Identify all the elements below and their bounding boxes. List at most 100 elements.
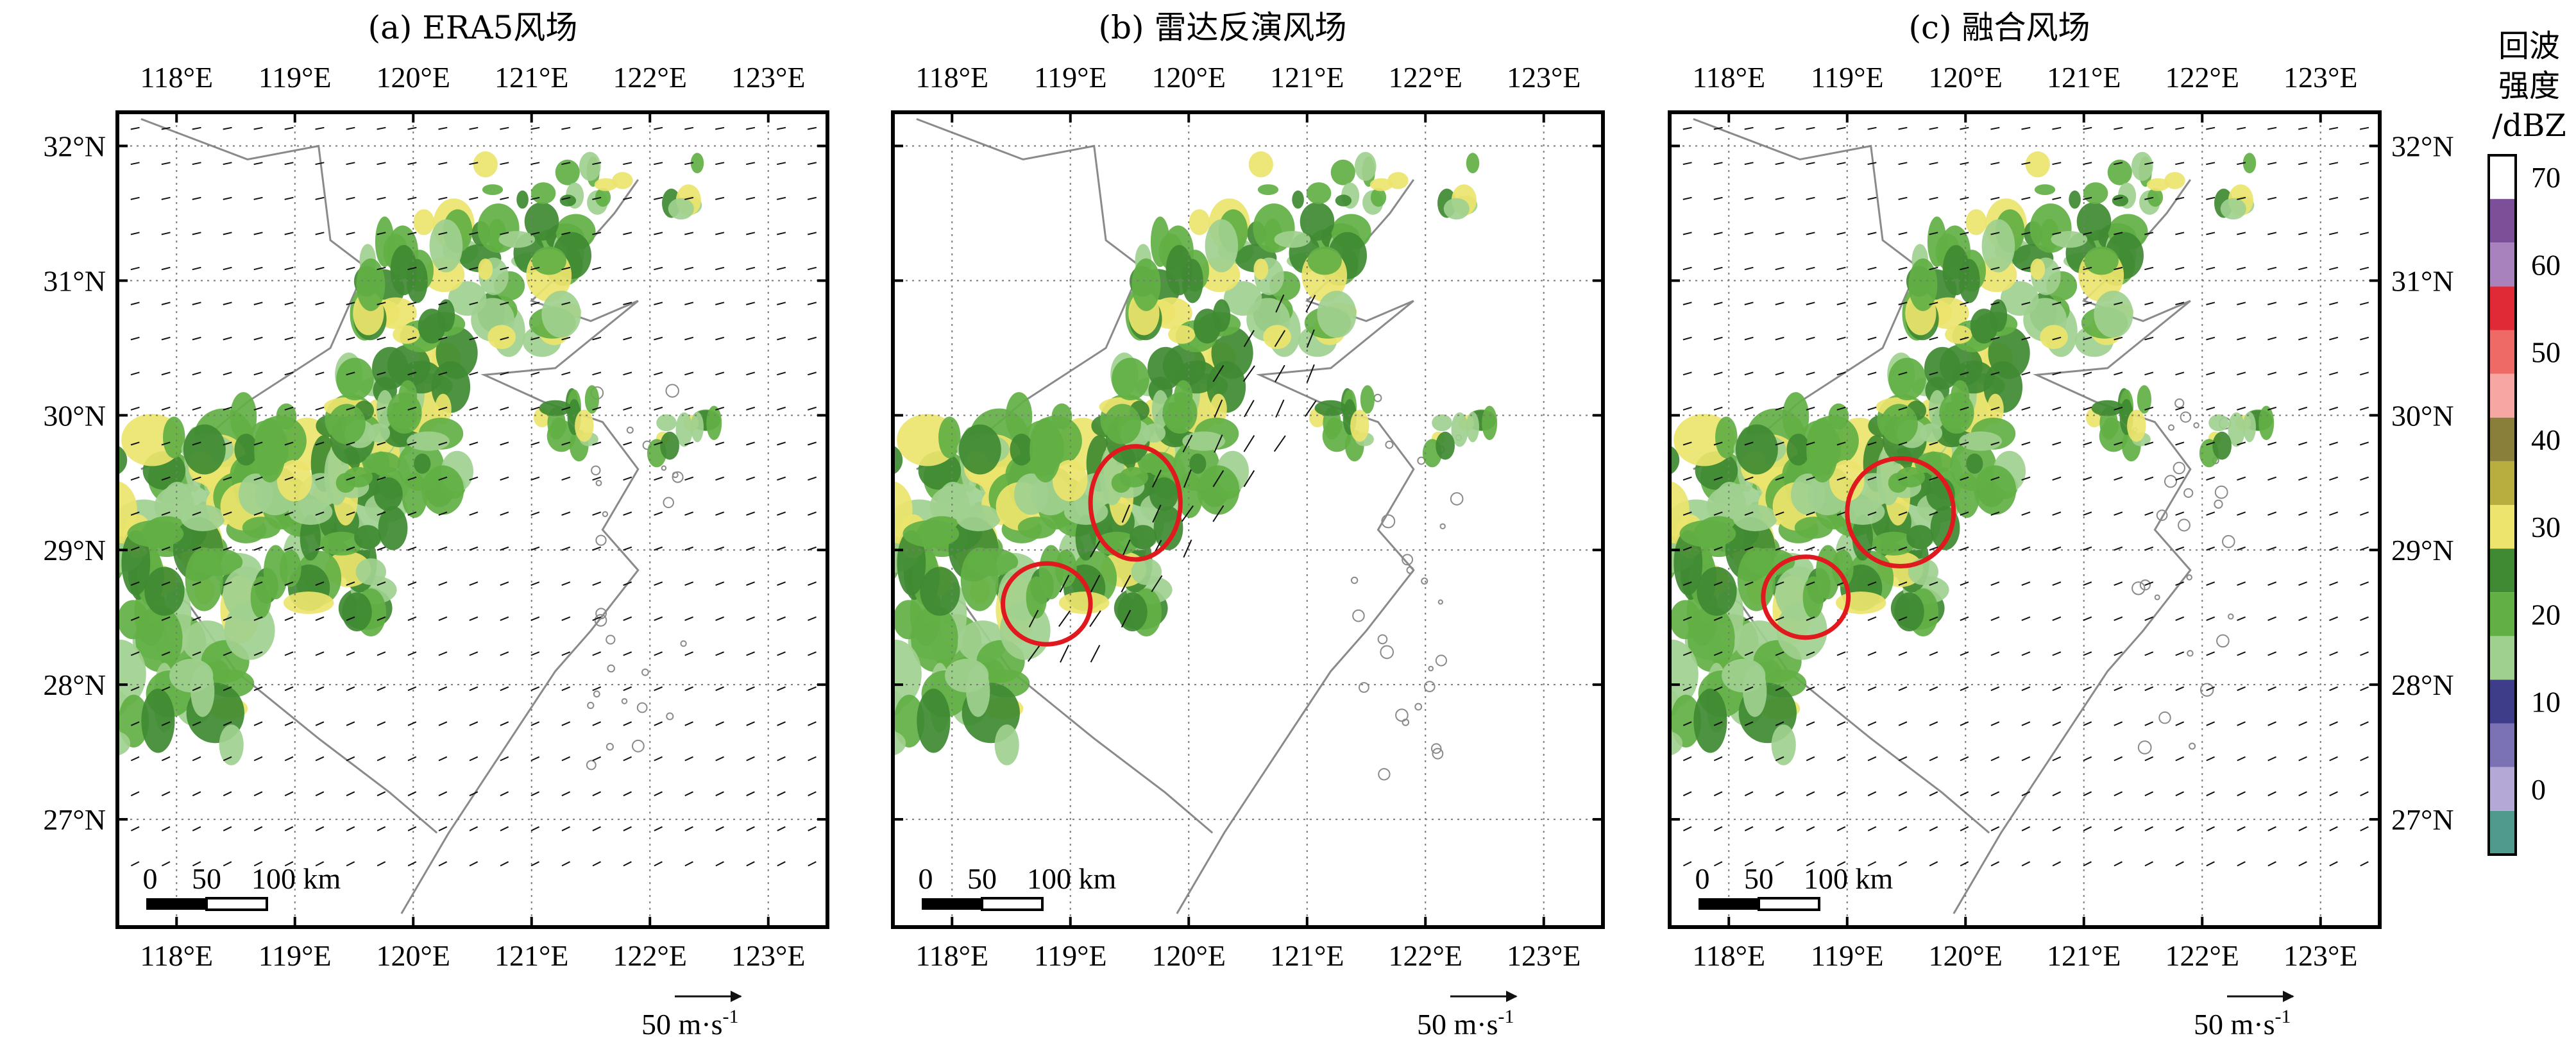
wind-arrow xyxy=(407,791,417,797)
wind-arrow xyxy=(1867,162,1877,166)
wind-arrow xyxy=(377,616,386,621)
wind-arrow xyxy=(2360,651,2369,656)
wind-arrow xyxy=(469,336,479,341)
wind-arrow xyxy=(1867,861,1877,867)
echo-cell xyxy=(393,325,420,344)
wind-arrow xyxy=(684,302,694,305)
wind-arrow xyxy=(530,336,540,341)
wind-arrow xyxy=(1929,826,1938,831)
wind-arrow xyxy=(1244,400,1255,418)
wind-arrow xyxy=(1744,511,1754,516)
wind-arrow xyxy=(715,791,724,797)
wind-arrow xyxy=(2360,756,2369,762)
wind-arrow xyxy=(530,476,540,481)
echo-cell xyxy=(559,194,577,207)
wind-arrow xyxy=(346,826,355,831)
echo-cell xyxy=(277,459,312,502)
wind-arrow xyxy=(1929,756,1938,762)
wind-arrow xyxy=(746,546,756,551)
wind-arrow xyxy=(192,302,201,305)
wind-arrow xyxy=(2114,441,2123,446)
wind-arrow xyxy=(1929,302,1938,305)
island xyxy=(2216,634,2230,648)
wind-arrow xyxy=(2021,476,2031,481)
wind-arrow xyxy=(777,756,786,762)
wind-arrow xyxy=(1867,581,1877,586)
wind-arrow xyxy=(2267,511,2277,516)
wind-arrow xyxy=(2329,651,2338,656)
wind-arrow xyxy=(808,861,817,867)
wind-arrow xyxy=(2021,232,2031,235)
echo-cell xyxy=(2147,188,2164,207)
island xyxy=(1450,492,1464,506)
wind-arrow xyxy=(1713,581,1723,586)
wind-arrow xyxy=(377,546,386,551)
wind-arrow xyxy=(1836,721,1846,726)
echo-cell xyxy=(1038,545,1063,600)
lon-label: 123°E xyxy=(731,61,806,94)
wind-arrow xyxy=(1806,336,1815,341)
wind-arrow xyxy=(2114,266,2123,271)
echo-cell xyxy=(1130,525,1157,550)
wind-arrow xyxy=(1713,791,1723,797)
colorbar-tick-label: 20 xyxy=(2531,598,2561,631)
wind-arrow xyxy=(2021,791,2031,797)
wind-arrow xyxy=(2267,861,2276,867)
echo-cell xyxy=(413,209,435,235)
wind-arrow xyxy=(1028,610,1039,628)
wind-arrow xyxy=(161,721,171,726)
reference-vector-label: 50 m·s-1 xyxy=(1417,1006,1514,1040)
wind-arrow xyxy=(284,336,294,341)
island xyxy=(1437,599,1443,605)
wind-arrow xyxy=(2360,861,2369,867)
echo-cell xyxy=(230,392,257,441)
wind-arrow xyxy=(315,651,325,656)
wind-arrow xyxy=(1243,435,1255,452)
echo-cell xyxy=(530,182,556,205)
colorbar-tick-label: 30 xyxy=(2531,511,2561,543)
echo-cell xyxy=(1697,567,1737,616)
wind-arrow xyxy=(2237,581,2246,586)
echo-cell xyxy=(242,516,281,539)
wind-arrow xyxy=(407,162,417,166)
wind-arrow xyxy=(1836,756,1846,762)
wind-arrow xyxy=(2267,826,2276,831)
echo-cell xyxy=(1326,417,1343,436)
wind-arrow xyxy=(2298,336,2308,341)
echo-cell xyxy=(2164,172,2185,189)
wind-arrow xyxy=(2175,686,2184,692)
wind-arrow xyxy=(2052,756,2062,762)
wind-arrow xyxy=(500,651,509,656)
wind-arrow xyxy=(253,371,263,376)
wind-arrow xyxy=(1151,470,1162,488)
echo-cell xyxy=(162,416,185,459)
wind-arrow xyxy=(130,196,140,200)
wind-arrow xyxy=(592,336,602,341)
wind-arrow xyxy=(530,371,540,376)
wind-arrow xyxy=(2175,756,2185,762)
wind-arrow xyxy=(561,406,571,411)
wind-arrow xyxy=(807,232,817,235)
wind-arrow xyxy=(2144,721,2154,726)
wind-arrow xyxy=(130,162,140,166)
wind-arrow xyxy=(592,651,602,656)
echo-cell xyxy=(893,731,906,756)
island xyxy=(1423,681,1436,692)
echo-cell xyxy=(994,724,1019,765)
wind-arrow xyxy=(284,441,294,446)
wind-arrow xyxy=(592,162,602,166)
wind-arrow xyxy=(2206,406,2216,411)
wind-arrow xyxy=(500,371,509,376)
wind-arrow xyxy=(2114,651,2123,656)
echo-cell xyxy=(1888,357,1926,400)
wind-arrow xyxy=(746,441,756,446)
wind-arrow xyxy=(1713,371,1723,376)
wind-arrow xyxy=(223,476,232,481)
wind-arrow xyxy=(746,721,755,726)
wind-arrow xyxy=(592,791,602,797)
scale-label-0: 0 xyxy=(1695,862,1710,895)
wind-arrow xyxy=(1775,791,1784,797)
wind-arrow xyxy=(2237,336,2246,341)
wind-arrow xyxy=(1990,302,2000,305)
echo-cell xyxy=(706,405,722,440)
